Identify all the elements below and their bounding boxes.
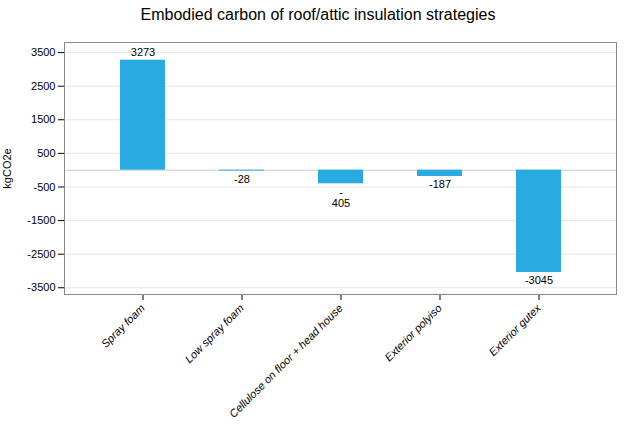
svg-text:3500: 3500 [31, 46, 55, 58]
svg-text:-28: -28 [234, 173, 250, 185]
html-text:Embodied carbon of roof/attic: Embodied carbon of roof/attic insulation… [140, 6, 496, 23]
svg-text:-2500: -2500 [27, 248, 55, 260]
svg-text:2500: 2500 [31, 80, 55, 92]
svg-text:-3045: -3045 [525, 274, 553, 286]
svg-text:-405: -405 [332, 186, 350, 209]
svg-text:-500: -500 [33, 181, 55, 193]
svg-text:Low spray foam: Low spray foam [183, 302, 246, 365]
svg-text:-187: -187 [429, 178, 451, 190]
svg-text:Exterior polyiso: Exterior polyiso [382, 302, 444, 364]
svg-text:-1500: -1500 [27, 214, 55, 226]
svg-text:3273: 3273 [131, 46, 155, 58]
svg-text:500: 500 [37, 147, 55, 159]
svg-text:Cellulose on floor + head hous: Cellulose on floor + head house [227, 302, 345, 420]
svg-text:-3500: -3500 [27, 281, 55, 293]
svg-text:Spray foam: Spray foam [99, 302, 147, 350]
svg-text:1500: 1500 [31, 113, 55, 125]
svg-text:kgCO2e: kgCO2e [1, 148, 13, 188]
svg-text:Exterior gutex: Exterior gutex [486, 301, 543, 358]
